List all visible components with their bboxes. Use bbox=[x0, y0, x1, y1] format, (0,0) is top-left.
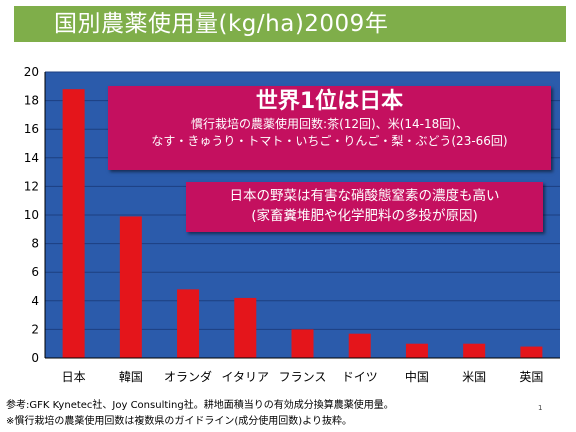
x-tick-label: ドイツ bbox=[342, 370, 378, 384]
bar-7 bbox=[463, 343, 486, 358]
y-tick-label: 6 bbox=[31, 265, 39, 279]
x-tick-label: 中国 bbox=[405, 369, 429, 384]
x-tick-label: フランス bbox=[279, 370, 327, 384]
y-tick-label: 14 bbox=[24, 151, 39, 165]
x-tick-label: 日本 bbox=[62, 370, 86, 384]
bar-6 bbox=[405, 343, 428, 358]
slide-title: 国別農薬使用量(kg/ha)2009年 bbox=[14, 6, 566, 42]
x-tick-label: 米国 bbox=[462, 370, 486, 384]
y-tick-label: 18 bbox=[24, 94, 39, 108]
x-tick-label: 英国 bbox=[519, 370, 543, 384]
y-tick-label: 12 bbox=[24, 179, 39, 193]
bar-8 bbox=[520, 346, 543, 358]
callout-nitrate-line1: 日本の野菜は有害な硝酸態窒素の濃度も高い bbox=[229, 188, 500, 204]
callout-nitrate: 日本の野菜は有害な硝酸態窒素の濃度も高い (家畜糞堆肥や化学肥料の多投が原因) bbox=[186, 182, 543, 232]
x-tick-label: 韓国 bbox=[119, 370, 143, 384]
bar-1 bbox=[119, 216, 142, 358]
bar-5 bbox=[348, 333, 371, 358]
y-tick-label: 2 bbox=[31, 322, 39, 336]
x-axis: 日本 韓国 オランダ イタリア フランス ドイツ 中国 米国 英国 bbox=[62, 369, 544, 384]
page-number: 1 bbox=[538, 404, 543, 412]
bars bbox=[62, 89, 543, 358]
callout-headline: 世界1位は日本 bbox=[255, 89, 404, 114]
callout-japan-first: 世界1位は日本 慣行栽培の農薬使用回数:茶(12回)、米(14-18回)、 なす… bbox=[108, 86, 551, 170]
y-tick-label: 16 bbox=[24, 122, 39, 136]
footnote-source: 参考:GFK Kynetec社、Joy Consulting社。耕地面積当りの有… bbox=[6, 400, 394, 411]
bar-0 bbox=[62, 89, 85, 358]
callout-spray-counts-line2: なす・きゅうり・トマト・いちご・りんご・梨・ぶどう(23-66回) bbox=[151, 134, 508, 148]
bar-2 bbox=[177, 289, 200, 358]
x-tick-label: オランダ bbox=[164, 369, 212, 384]
y-tick-label: 0 bbox=[31, 351, 39, 365]
y-tick-label: 10 bbox=[24, 208, 39, 222]
bar-4 bbox=[291, 329, 314, 358]
y-tick-label: 8 bbox=[31, 237, 39, 251]
bar-3 bbox=[234, 297, 257, 358]
y-tick-label: 20 bbox=[24, 65, 39, 79]
callout-nitrate-line2: (家畜糞堆肥や化学肥料の多投が原因) bbox=[251, 208, 478, 224]
x-tick-label: イタリア bbox=[222, 370, 270, 384]
y-tick-label: 4 bbox=[31, 294, 39, 308]
y-axis: 0 2 4 6 8 10 12 14 16 18 20 bbox=[24, 65, 39, 365]
callout-spray-counts-line1: 慣行栽培の農薬使用回数:茶(12回)、米(14-18回)、 bbox=[191, 117, 468, 131]
footnote-note: ※慣行栽培の農薬使用回数は複数県のガイドライン(成分使用回数)より抜粋。 bbox=[6, 416, 352, 427]
